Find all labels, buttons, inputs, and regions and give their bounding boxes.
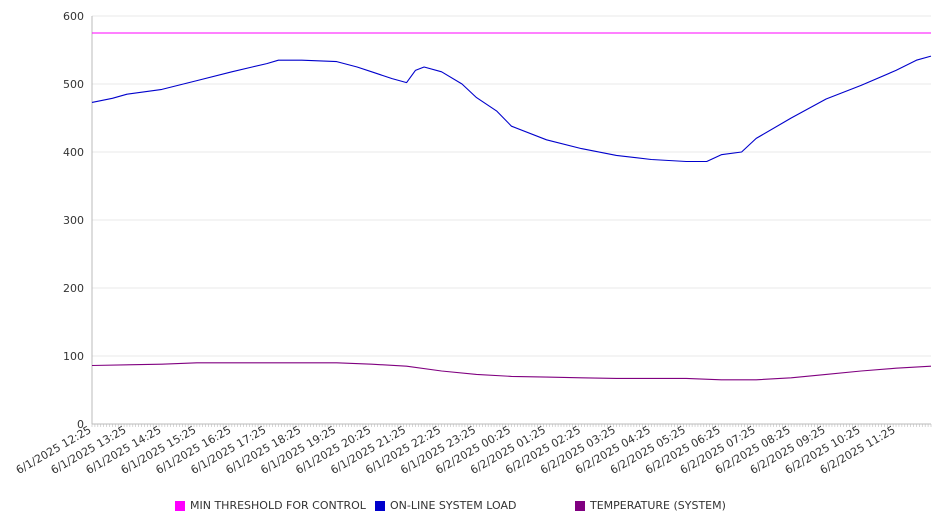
legend-label-online-system-load: ON-LINE SYSTEM LOAD (390, 499, 517, 512)
y-tick-label: 0 (77, 418, 84, 431)
y-tick-label: 600 (63, 10, 84, 23)
legend-item-temperature-system[interactable]: TEMPERATURE (SYSTEM) (575, 499, 726, 512)
y-tick-label: 200 (63, 282, 84, 295)
legend-label-temperature-system: TEMPERATURE (SYSTEM) (590, 499, 726, 512)
y-tick-label: 300 (63, 214, 84, 227)
grid-lines (92, 15, 931, 357)
x-tick-labels: 6/1/2025 12:256/1/2025 13:256/1/2025 14:… (14, 423, 898, 477)
legend-item-min-threshold[interactable]: MIN THRESHOLD FOR CONTROL (175, 499, 366, 512)
series-line-online-system-load (91, 55, 932, 163)
legend-swatch-min-threshold (175, 500, 185, 511)
y-tick-label: 400 (63, 146, 84, 159)
series-line-temperature-system (91, 362, 932, 381)
axes (91, 16, 932, 427)
y-tick-label: 500 (63, 78, 84, 91)
legend-item-online-system-load[interactable]: ON-LINE SYSTEM LOAD (375, 499, 516, 512)
y-tick-label: 100 (63, 350, 84, 363)
legend: MIN THRESHOLD FOR CONTROL ON-LINE SYSTEM… (0, 497, 946, 515)
legend-swatch-temperature-system (575, 500, 585, 511)
legend-label-min-threshold: MIN THRESHOLD FOR CONTROL (190, 499, 366, 512)
line-chart: 0 100 200 300 400 500 600 6/1/2025 12:256/1/20… (14, 10, 932, 477)
y-tick-labels: 0 100 200 300 400 500 600 (63, 10, 84, 431)
series-lines (91, 32, 932, 381)
legend-swatch-online-system-load (375, 500, 385, 511)
